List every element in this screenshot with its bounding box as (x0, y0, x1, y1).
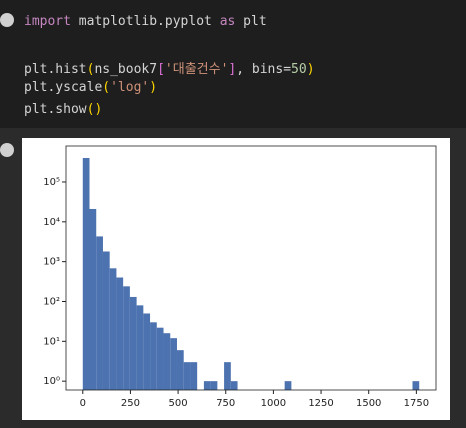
histogram-bar (230, 381, 238, 390)
code-token: 50 (291, 62, 307, 77)
histogram-bar (143, 313, 151, 390)
histogram-bar (163, 333, 171, 390)
code-token: as (219, 14, 236, 29)
histogram-bar (156, 327, 164, 390)
code-token: import (24, 14, 71, 29)
code-token: ) (306, 62, 315, 77)
histogram-bar (136, 305, 144, 390)
code-token: plt.hist (24, 62, 87, 77)
histogram-bar (176, 350, 184, 390)
code-token: ] (228, 62, 237, 77)
histogram-bar (284, 381, 292, 390)
histogram-bar (210, 381, 218, 390)
code-line: plt.show() (24, 102, 102, 117)
code-token: ns_book7 (94, 62, 158, 77)
chart: 0 250 500 750 1000 1250 1500 1750 10⁰ 10¹ 10² 10³ 10… (22, 138, 450, 420)
code-cell: import matplotlib.pyplot as plt plt.hist(… (0, 0, 466, 128)
code-line: import matplotlib.pyplot as plt (24, 14, 267, 29)
histogram-bar (129, 296, 137, 390)
histogram-bar (170, 338, 177, 390)
y-tick-label: 10¹ (43, 336, 60, 347)
histogram-bar (224, 362, 231, 390)
x-tick-label: 1750 (404, 398, 429, 409)
code-token: ) (149, 80, 158, 95)
x-tick-label: 500 (169, 398, 188, 409)
histogram-bar (183, 362, 191, 390)
code-token: matplotlib.pyplot (70, 14, 220, 29)
histogram-bar (109, 268, 117, 390)
y-tick-label: 10⁰ (43, 376, 60, 387)
histogram-bar (96, 236, 103, 390)
y-tick-label: 10⁵ (43, 177, 60, 188)
y-tick-label: 10³ (43, 257, 60, 268)
histogram-bar (82, 157, 90, 390)
run-button[interactable] (0, 13, 14, 27)
code-token: plt.yscale (24, 80, 103, 95)
y-tick-label: 10² (43, 296, 60, 307)
code-line: plt.yscale('log') (24, 80, 157, 95)
y-tick-label: 10⁴ (43, 217, 60, 228)
histogram-bar (412, 381, 420, 390)
code-token: plt (235, 14, 267, 29)
histogram-bar (89, 208, 97, 390)
histogram-bar (123, 286, 130, 390)
histogram-bar (116, 277, 124, 390)
code-token: [ (157, 62, 165, 77)
code-token: 'log' (110, 80, 150, 95)
histogram-bar (203, 381, 211, 390)
x-tick-label: 0 (80, 398, 86, 409)
code-token: plt.show (24, 102, 87, 117)
output-toggle[interactable] (0, 143, 14, 157)
x-tick-label: 1250 (308, 398, 333, 409)
code-token: ( (86, 62, 95, 77)
x-tick-label: 1500 (356, 398, 381, 409)
x-tick-label: 750 (216, 398, 235, 409)
code-token: () (86, 102, 103, 117)
histogram-bar (150, 322, 157, 390)
code-token: '대출건수' (164, 62, 229, 77)
code-token: , bins= (236, 62, 292, 77)
histogram-bar (102, 251, 110, 390)
x-tick-label: 1000 (261, 398, 286, 409)
histogram-bar (190, 362, 198, 390)
code-line: plt.hist(ns_book7['대출건수'], bins=50) (24, 58, 315, 77)
code-token: ( (102, 80, 111, 95)
x-tick-label: 250 (121, 398, 140, 409)
plot-frame (65, 145, 437, 391)
